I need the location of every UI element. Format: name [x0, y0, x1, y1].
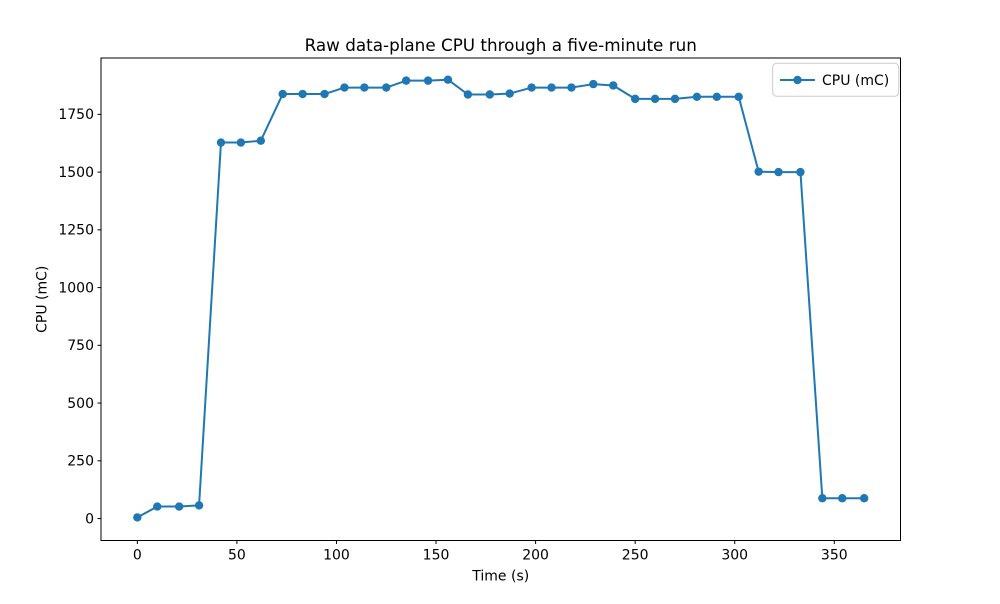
- data-point-marker: [298, 89, 307, 99]
- x-tick-label: 250: [622, 548, 649, 564]
- data-point-marker: [443, 75, 453, 84]
- data-series-layer: [133, 75, 869, 522]
- legend-label: CPU (mC): [822, 73, 889, 89]
- legend-marker-icon: [793, 75, 802, 85]
- x-tick-label: 100: [323, 548, 350, 564]
- x-tick-label: 50: [228, 548, 246, 564]
- data-point-marker: [153, 502, 162, 511]
- axes-frame: [100, 57, 901, 541]
- data-point-marker: [692, 92, 702, 102]
- data-point-marker: [485, 90, 494, 99]
- data-point-marker: [360, 83, 369, 92]
- data-point-marker: [650, 94, 660, 104]
- data-point-marker: [774, 167, 783, 177]
- series-line: [136, 78, 865, 519]
- data-point-marker: [401, 76, 411, 85]
- y-tick-label: 0: [85, 511, 94, 527]
- chart-title: Raw data-plane CPU through a five-minute…: [305, 35, 697, 55]
- x-tick-label: 300: [721, 548, 748, 564]
- y-tick-label: 500: [67, 396, 94, 412]
- data-point-marker: [216, 138, 226, 147]
- x-axis-ticks: 0 50 100 150 200 250 300 350: [133, 540, 848, 564]
- data-point-marker: [838, 494, 847, 503]
- y-axis-label: CPU (mC): [35, 266, 51, 333]
- x-tick-label: 0: [133, 548, 142, 564]
- data-point-marker: [589, 79, 598, 89]
- y-tick-label: 1000: [58, 280, 94, 296]
- x-tick-label: 350: [821, 548, 848, 564]
- data-point-marker: [278, 89, 287, 99]
- legend-box: [772, 62, 900, 97]
- y-tick-label: 250: [67, 454, 94, 470]
- data-point-marker: [754, 167, 763, 176]
- data-point-marker: [670, 94, 680, 104]
- data-point-marker: [609, 81, 618, 90]
- data-point-marker: [527, 83, 536, 92]
- data-point-marker: [505, 89, 514, 98]
- data-point-marker: [340, 83, 349, 92]
- legend: CPU (mC): [772, 62, 900, 97]
- data-point-marker: [382, 83, 391, 92]
- data-point-marker: [463, 90, 473, 99]
- y-tick-label: 1750: [58, 107, 94, 123]
- data-point-marker: [630, 94, 640, 104]
- data-point-marker: [796, 167, 805, 177]
- x-tick-label: 200: [522, 548, 549, 564]
- data-point-marker: [256, 136, 266, 145]
- x-axis-label: Time (s): [471, 569, 529, 585]
- data-point-marker: [734, 92, 743, 102]
- data-point-marker: [236, 138, 246, 147]
- x-tick-label: 150: [423, 548, 450, 564]
- data-point-marker: [320, 89, 329, 99]
- data-point-marker: [859, 494, 869, 503]
- data-point-marker: [712, 92, 722, 102]
- y-tick-label: 1500: [58, 165, 94, 181]
- y-tick-label: 750: [67, 338, 94, 354]
- y-axis-ticks: 0 250 500 750 1000 1250 1500 1750: [58, 107, 101, 527]
- data-point-marker: [174, 502, 184, 511]
- data-point-marker: [133, 513, 142, 522]
- data-point-marker: [423, 76, 433, 85]
- data-point-marker: [818, 494, 827, 503]
- data-point-marker: [547, 83, 556, 92]
- data-point-marker: [194, 501, 204, 510]
- data-point-marker: [567, 83, 576, 92]
- y-tick-label: 1250: [58, 223, 94, 239]
